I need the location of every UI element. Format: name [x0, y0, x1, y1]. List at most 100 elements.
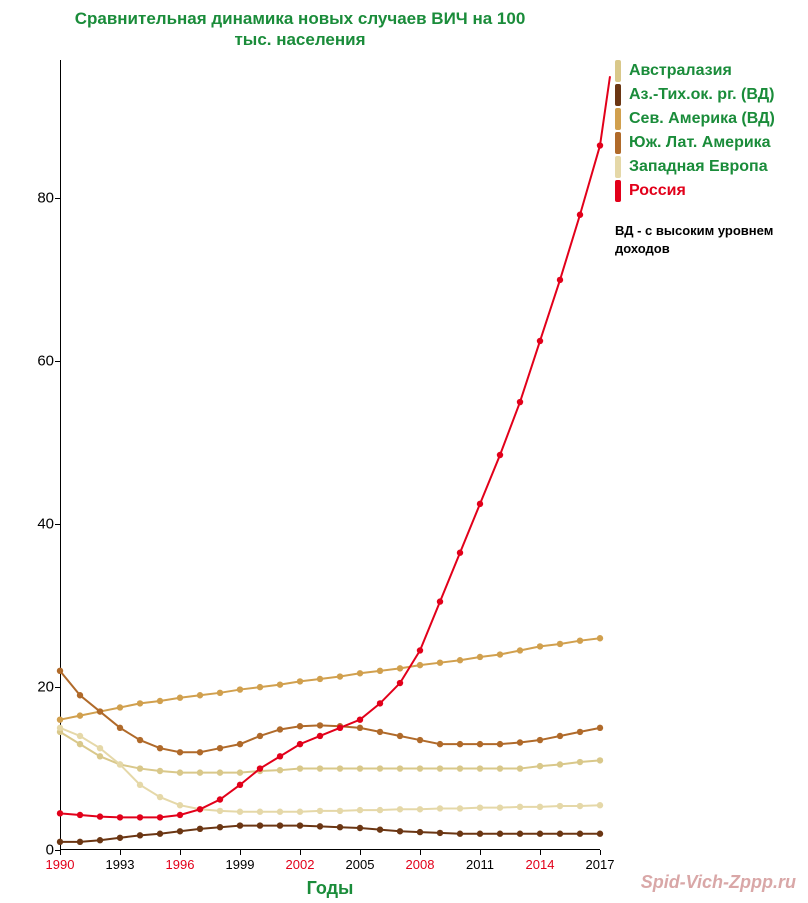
series-marker — [337, 824, 343, 830]
series-marker — [577, 803, 583, 809]
series-marker — [497, 765, 503, 771]
series-marker — [137, 832, 143, 838]
x-tick-mark — [540, 850, 541, 855]
legend: АвстралазияАз.-Тих.ок. рг. (ВД)Сев. Амер… — [615, 60, 805, 257]
series-marker — [557, 803, 563, 809]
series-marker — [217, 690, 223, 696]
series-marker — [577, 729, 583, 735]
series-marker — [597, 757, 603, 763]
series-marker — [277, 753, 283, 759]
x-tick-mark — [120, 850, 121, 855]
series-marker — [477, 501, 483, 507]
y-tick-label: 20 — [22, 679, 54, 696]
series-marker — [97, 708, 103, 714]
legend-swatch — [615, 132, 621, 154]
series-marker — [297, 765, 303, 771]
series-marker — [57, 668, 63, 674]
x-tick-mark — [360, 850, 361, 855]
x-tick-label: 1990 — [46, 857, 75, 872]
x-tick-label: 2005 — [346, 857, 375, 872]
series-marker — [417, 647, 423, 653]
legend-label: Австралазия — [629, 62, 732, 80]
series-marker — [377, 807, 383, 813]
series-marker — [477, 804, 483, 810]
series-marker — [97, 745, 103, 751]
y-tick-label: 40 — [22, 516, 54, 533]
series-marker — [537, 737, 543, 743]
series-marker — [577, 831, 583, 837]
series-marker — [537, 831, 543, 837]
series-marker — [317, 676, 323, 682]
x-tick-mark — [180, 850, 181, 855]
series-marker — [357, 716, 363, 722]
series-marker — [97, 753, 103, 759]
series-marker — [197, 749, 203, 755]
series-marker — [397, 806, 403, 812]
x-tick-mark — [300, 850, 301, 855]
series-marker — [77, 812, 83, 818]
series-marker — [597, 142, 603, 148]
series-marker — [577, 212, 583, 218]
series-marker — [437, 741, 443, 747]
legend-label: Юж. Лат. Америка — [629, 134, 771, 152]
series-marker — [257, 684, 263, 690]
y-tick-mark — [55, 361, 60, 362]
series-marker — [457, 805, 463, 811]
chart-title: Сравнительная динамика новых случаев ВИЧ… — [60, 8, 540, 51]
series-marker — [397, 733, 403, 739]
series-marker — [157, 768, 163, 774]
series-marker — [597, 802, 603, 808]
series-marker — [137, 814, 143, 820]
series-marker — [477, 654, 483, 660]
series-marker — [137, 782, 143, 788]
series-marker — [77, 692, 83, 698]
series-marker — [377, 729, 383, 735]
legend-item: Юж. Лат. Америка — [615, 132, 805, 154]
series-marker — [57, 725, 63, 731]
series-marker — [277, 809, 283, 815]
series-marker — [317, 808, 323, 814]
legend-item: Аз.-Тих.ок. рг. (ВД) — [615, 84, 805, 106]
series-marker — [417, 737, 423, 743]
series-marker — [457, 550, 463, 556]
y-tick-label: 80 — [22, 190, 54, 207]
series-marker — [277, 726, 283, 732]
series-marker — [357, 765, 363, 771]
series-marker — [117, 835, 123, 841]
x-tick-label: 1999 — [226, 857, 255, 872]
series-marker — [117, 725, 123, 731]
series-marker — [537, 804, 543, 810]
series-marker — [237, 809, 243, 815]
series-marker — [57, 839, 63, 845]
series-marker — [557, 641, 563, 647]
series-marker — [357, 825, 363, 831]
series-marker — [297, 678, 303, 684]
series-marker — [477, 741, 483, 747]
series-marker — [317, 823, 323, 829]
series-marker — [277, 822, 283, 828]
series-marker — [517, 831, 523, 837]
series-marker — [517, 765, 523, 771]
series-marker — [237, 769, 243, 775]
series-marker — [457, 765, 463, 771]
x-tick-label: 2008 — [406, 857, 435, 872]
series-marker — [277, 767, 283, 773]
x-tick-mark — [480, 850, 481, 855]
series-marker — [177, 695, 183, 701]
series-marker — [217, 769, 223, 775]
series-marker — [97, 837, 103, 843]
series-marker — [517, 804, 523, 810]
series-marker — [77, 712, 83, 718]
series-marker — [417, 765, 423, 771]
series-marker — [337, 725, 343, 731]
series-marker — [177, 828, 183, 834]
series-marker — [317, 765, 323, 771]
series-marker — [257, 733, 263, 739]
series-marker — [577, 759, 583, 765]
legend-swatch — [615, 84, 621, 106]
series-marker — [217, 808, 223, 814]
legend-swatch — [615, 108, 621, 130]
series-marker — [497, 452, 503, 458]
series-marker — [537, 338, 543, 344]
series-marker — [137, 765, 143, 771]
